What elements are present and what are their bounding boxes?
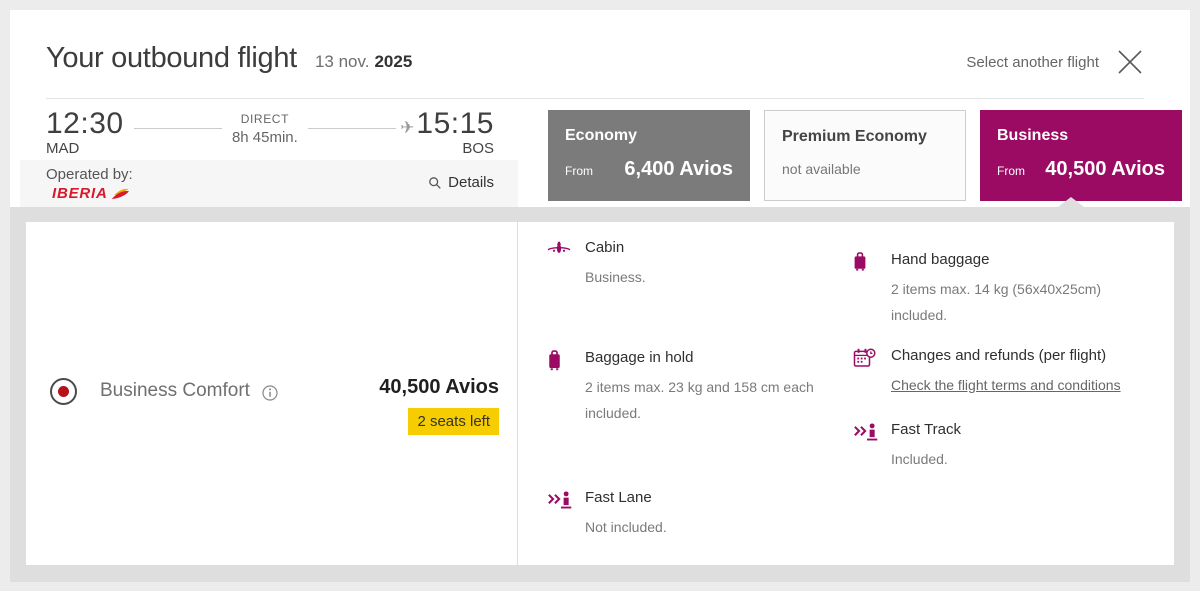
arrival-block: 15:15 BOS xyxy=(416,107,494,158)
fare-price: 40,500 Avios xyxy=(1045,158,1165,180)
feature-title: Baggage in hold xyxy=(585,349,694,366)
fare-from-label: From xyxy=(565,164,593,178)
fare-option-name: Business Comfort xyxy=(100,380,250,401)
feature-text: Business. xyxy=(585,269,646,285)
fare-option-name-row: Business Comfort xyxy=(100,380,278,402)
fare-features: Cabin Business. Baggage in xyxy=(519,222,1174,565)
fare-card-business[interactable]: Business From 40,500 Avios xyxy=(980,110,1182,201)
arrival-airport-code: BOS xyxy=(462,140,494,157)
departure-time: 12:30 xyxy=(46,107,124,140)
feature-text: Not included. xyxy=(585,519,667,535)
feature-title: Cabin xyxy=(585,239,625,256)
features-column-2: Hand baggage 2 items max. 14 kg (56x40x2… xyxy=(853,222,1193,472)
details-button[interactable]: Details xyxy=(428,174,494,191)
fare-name: Business xyxy=(997,127,1069,144)
select-another-flight-label: Select another flight xyxy=(966,53,1099,71)
hold-baggage-icon xyxy=(547,348,585,426)
select-another-flight-button[interactable]: Select another flight xyxy=(966,48,1144,76)
fast-lane-icon xyxy=(547,488,585,540)
feature-title: Changes and refunds (per flight) xyxy=(891,347,1107,364)
fare-detail-panel: Business Comfort 40,500 Avios 2 seats le… xyxy=(26,222,1174,565)
cabin-plane-icon xyxy=(547,238,585,290)
route-line-right xyxy=(307,128,397,129)
feature-hold-baggage: Baggage in hold 2 items max. 23 kg and 1… xyxy=(547,348,847,426)
feature-hand-baggage: Hand baggage 2 items max. 14 kg (56x40x2… xyxy=(853,250,1193,328)
selected-fare-pointer xyxy=(1058,197,1084,207)
feature-text: included. xyxy=(891,307,948,323)
fare-from-label: From xyxy=(997,164,1025,178)
iberia-swoosh-icon xyxy=(111,187,130,201)
departure-block: 12:30 MAD xyxy=(46,107,124,158)
fare-option-price-block: 40,500 Avios 2 seats left xyxy=(379,376,499,435)
changes-refunds-calendar-icon xyxy=(853,346,891,398)
flight-route: 12:30 MAD DIRECT 8h 45min. ✈ 15:15 BOS xyxy=(46,107,494,158)
feature-text: 2 items max. 23 kg and 158 cm each xyxy=(585,379,814,395)
route-middle: DIRECT 8h 45min. xyxy=(232,112,298,146)
close-icon[interactable] xyxy=(1116,48,1144,76)
departure-airport-code: MAD xyxy=(46,140,80,157)
operated-by-label: Operated by: xyxy=(46,166,133,183)
feature-fast-track: Fast Track Included. xyxy=(853,420,1193,472)
fare-price: 6,400 Avios xyxy=(624,158,733,180)
flight-terms-link[interactable]: Check the flight terms and conditions xyxy=(891,377,1121,393)
fare-name: Economy xyxy=(565,127,638,144)
feature-fast-lane: Fast Lane Not included. xyxy=(547,488,847,540)
fare-option-radio[interactable] xyxy=(50,378,77,405)
fare-card-economy[interactable]: Economy From 6,400 Avios xyxy=(548,110,750,201)
info-icon[interactable] xyxy=(262,385,278,401)
features-column-1: Cabin Business. Baggage in xyxy=(547,222,847,540)
operated-by-strip: Operated by: IBERIA Details xyxy=(20,160,518,209)
page-title: Your outbound flight xyxy=(46,42,297,74)
feature-changes-refunds: Changes and refunds (per flight) Check t… xyxy=(853,346,1193,398)
fare-cards: Economy From 6,400 Avios Premium Economy… xyxy=(548,110,1182,201)
airline-name: IBERIA xyxy=(52,185,108,202)
iberia-logo: IBERIA xyxy=(52,185,130,202)
fare-option-price: 40,500 Avios xyxy=(379,376,499,398)
feature-cabin: Cabin Business. xyxy=(547,238,847,290)
fare-card-premium-economy[interactable]: Premium Economy not available xyxy=(764,110,966,201)
feature-text: included. xyxy=(585,405,642,421)
fast-track-icon xyxy=(853,420,891,472)
feature-text: Included. xyxy=(891,451,948,467)
route-line-left xyxy=(133,128,222,129)
magnifier-icon xyxy=(428,176,442,190)
hand-baggage-icon xyxy=(853,250,891,328)
header-divider xyxy=(46,98,1144,99)
stops-label: DIRECT xyxy=(240,111,290,126)
details-label: Details xyxy=(448,174,494,191)
radio-selected-dot xyxy=(58,386,69,397)
feature-title: Fast Track xyxy=(891,421,962,438)
feature-text: 2 items max. 14 kg (56x40x25cm) xyxy=(891,281,1102,297)
plane-icon: ✈ xyxy=(400,117,415,138)
flight-duration: 8h 45min. xyxy=(231,128,298,146)
seats-left-badge: 2 seats left xyxy=(408,408,499,435)
fare-availability: not available xyxy=(782,161,861,177)
feature-title: Fast Lane xyxy=(585,489,652,506)
fare-name: Premium Economy xyxy=(782,128,927,145)
arrival-time: 15:15 xyxy=(416,107,494,140)
fare-option-column: Business Comfort 40,500 Avios 2 seats le… xyxy=(26,222,518,565)
flight-date: 13 nov. xyxy=(314,52,370,71)
feature-title: Hand baggage xyxy=(891,251,990,268)
flight-date-year: 2025 xyxy=(374,52,413,71)
title-row: Your outbound flight 13 nov. 2025 xyxy=(46,42,412,75)
modal-header-section: Your outbound flight 13 nov. 2025 Select… xyxy=(10,10,1190,209)
